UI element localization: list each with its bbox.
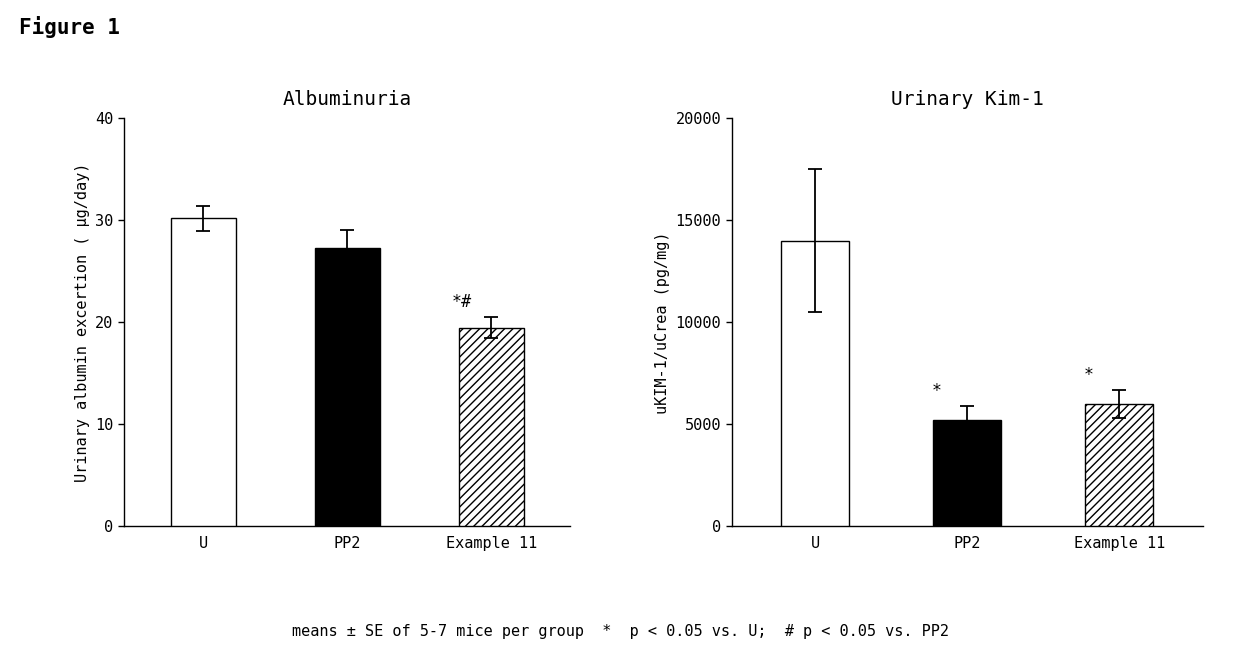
Title: Urinary Kim-1: Urinary Kim-1 bbox=[890, 89, 1044, 109]
Text: means ± SE of 5-7 mice per group  *  p < 0.05 vs. U;  # p < 0.05 vs. PP2: means ± SE of 5-7 mice per group * p < 0… bbox=[291, 624, 949, 639]
Bar bbox=[315, 248, 379, 526]
Text: *#: *# bbox=[453, 293, 472, 311]
Bar bbox=[932, 420, 1002, 526]
Bar bbox=[459, 328, 523, 526]
Text: *: * bbox=[1084, 366, 1094, 384]
Y-axis label: uKIM-1/uCrea (pg/mg): uKIM-1/uCrea (pg/mg) bbox=[655, 231, 670, 414]
Text: Figure 1: Figure 1 bbox=[19, 16, 119, 38]
Bar bbox=[781, 241, 849, 526]
Title: Albuminuria: Albuminuria bbox=[283, 89, 412, 109]
Bar bbox=[1085, 404, 1153, 526]
Text: *: * bbox=[931, 382, 941, 400]
Bar bbox=[171, 218, 236, 526]
Y-axis label: Urinary albumin excertion ( μg/day): Urinary albumin excertion ( μg/day) bbox=[74, 163, 89, 482]
